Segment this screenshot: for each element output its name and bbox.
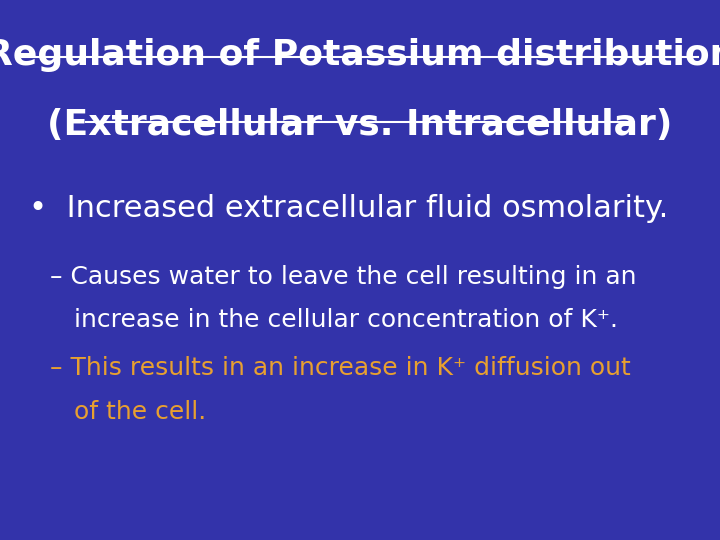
Text: Regulation of Potassium distribution: Regulation of Potassium distribution: [0, 38, 720, 72]
Text: of the cell.: of the cell.: [50, 400, 207, 423]
Text: increase in the cellular concentration of K⁺.: increase in the cellular concentration o…: [50, 308, 618, 332]
Text: – Causes water to leave the cell resulting in an: – Causes water to leave the cell resulti…: [50, 265, 637, 288]
Text: •  Increased extracellular fluid osmolarity.: • Increased extracellular fluid osmolari…: [29, 194, 668, 224]
Text: – This results in an increase in K⁺ diffusion out: – This results in an increase in K⁺ diff…: [50, 356, 631, 380]
Text: (Extracellular vs. Intracellular): (Extracellular vs. Intracellular): [48, 108, 672, 142]
